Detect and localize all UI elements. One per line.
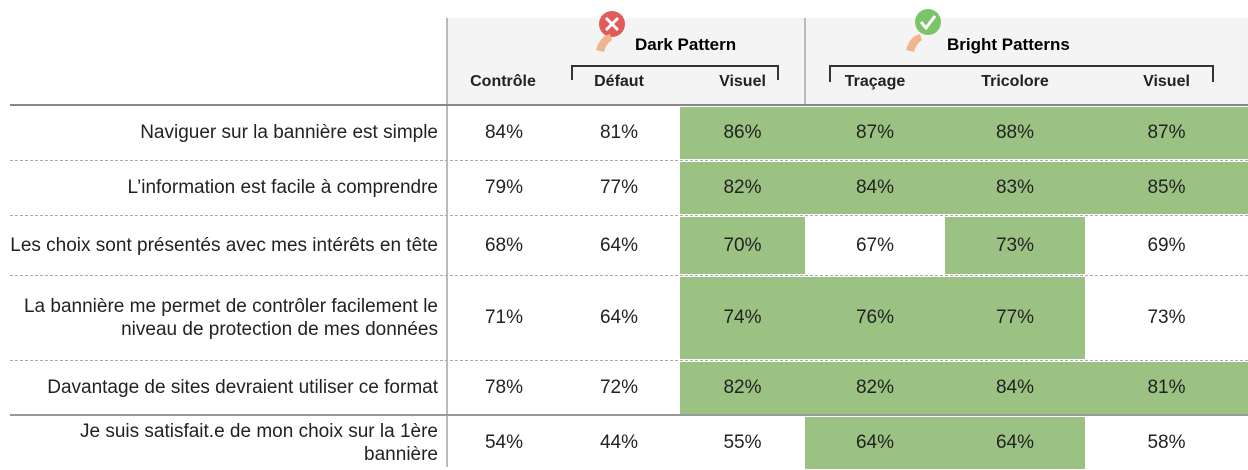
column-header: Visuel [719, 73, 766, 90]
cell: 58% [1147, 432, 1186, 453]
header-rule [10, 104, 1248, 106]
row-label: La bannière me permet de contrôler facil… [23, 295, 438, 340]
bright-icon [906, 9, 941, 52]
row-label: Davantage de sites devraient utiliser ce… [47, 377, 438, 398]
cell: 82% [680, 362, 805, 414]
cell: 76% [805, 277, 945, 359]
cell: 44% [599, 432, 639, 453]
row-separator [10, 215, 1248, 216]
cell: 72% [599, 377, 639, 398]
row-label: Naviguer sur la bannière est simple [140, 122, 438, 143]
cell: 71% [484, 307, 524, 328]
bracket [829, 65, 1214, 82]
cell: 83% [945, 162, 1085, 214]
cell: 68% [484, 234, 524, 256]
cell: 79% [484, 177, 524, 198]
dark-icon [596, 11, 625, 52]
cell: 78% [484, 377, 524, 398]
column-header: Défaut [594, 73, 644, 90]
row-label: Les choix sont présentés avec mes intérê… [10, 234, 438, 256]
header-bg [448, 18, 1248, 105]
group-header: Dark Pattern [635, 35, 736, 54]
cell: 84% [484, 122, 524, 143]
divider [446, 18, 448, 467]
bracket [571, 65, 779, 80]
cell: 64% [805, 417, 945, 469]
cell: 54% [484, 432, 524, 453]
cell: 70% [680, 217, 805, 274]
cell: 84% [805, 162, 945, 214]
cell: 85% [1085, 162, 1248, 214]
cell: 82% [805, 362, 945, 414]
column-header: Traçage [844, 73, 906, 90]
cell: 77% [599, 177, 639, 198]
column-header: Visuel [1143, 73, 1190, 90]
cell: 81% [1085, 362, 1248, 414]
cell: 69% [1147, 234, 1186, 256]
row-label: Je suis satisfait.e de mon choix sur la … [79, 420, 438, 465]
cell: 73% [945, 217, 1085, 274]
cell: 73% [1147, 307, 1186, 328]
divider [804, 18, 806, 105]
cell: 74% [680, 277, 805, 359]
row-separator [10, 360, 1248, 361]
cell: 87% [805, 107, 945, 159]
cell: 64% [599, 307, 639, 328]
row-separator [10, 275, 1248, 276]
column-header: Tricolore [981, 73, 1049, 90]
cell: 64% [599, 234, 639, 256]
row-label: L’information est facile à comprendre [127, 177, 439, 198]
cell: 84% [945, 362, 1085, 414]
cell: 82% [680, 162, 805, 214]
header-icons: Dark Pattern Bright Patterns [571, 9, 1214, 82]
row-rule [10, 414, 1248, 416]
cell: 67% [855, 234, 895, 256]
group-header: Bright Patterns [947, 35, 1070, 54]
cell: 87% [1085, 107, 1248, 159]
cell: 77% [945, 277, 1085, 359]
cell: 64% [945, 417, 1085, 469]
cell: 55% [723, 432, 762, 453]
column-header: Contrôle [470, 73, 536, 90]
cell: 86% [680, 107, 805, 159]
row-separator [10, 160, 1248, 161]
cell: 88% [945, 107, 1085, 159]
cell: 81% [599, 122, 639, 143]
